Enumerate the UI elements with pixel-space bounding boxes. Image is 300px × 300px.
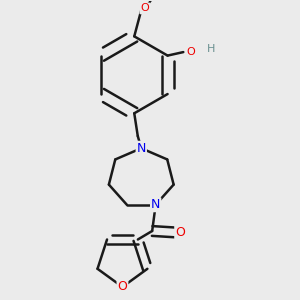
Text: N: N <box>151 198 160 211</box>
Text: O: O <box>186 47 195 57</box>
Text: O: O <box>140 3 149 14</box>
Text: N: N <box>136 142 146 155</box>
Text: O: O <box>118 280 128 293</box>
Text: H: H <box>206 44 215 54</box>
Text: O: O <box>175 226 185 239</box>
